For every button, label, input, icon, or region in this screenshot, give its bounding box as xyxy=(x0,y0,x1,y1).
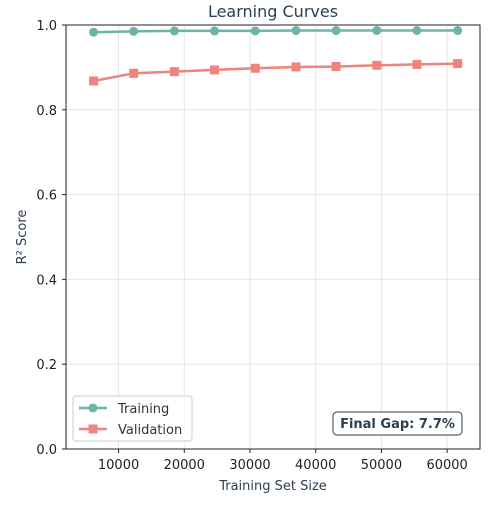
legend-validation-label: Validation xyxy=(118,423,182,438)
training-point xyxy=(169,26,179,36)
validation-point xyxy=(129,68,139,78)
validation-point xyxy=(291,62,301,72)
annotation-box xyxy=(332,411,463,436)
training-point xyxy=(210,26,220,36)
y-tick-label: 0.6 xyxy=(36,189,57,204)
x-axis-title: Training Set Size xyxy=(218,479,327,494)
plot-area-frame xyxy=(65,24,481,450)
x-tick-label: 10000 xyxy=(98,458,139,473)
validation-point xyxy=(89,76,99,86)
x-tick-label: 50000 xyxy=(361,458,402,473)
axis-ticks: 10000 20000 30000 40000 50000 60000 0.0 0.2 0.4 0… xyxy=(36,19,468,473)
annotation-text: Final Gap: 7.7% xyxy=(340,417,455,432)
validation-point xyxy=(169,67,179,77)
x-tick-label: 40000 xyxy=(295,458,336,473)
y-tick-label: 0.2 xyxy=(36,358,57,373)
y-axis-title: R² Score xyxy=(15,210,30,265)
legend-training-label: Training xyxy=(117,402,169,417)
final-gap-annotation: Final Gap: 7.7% xyxy=(332,411,463,436)
training-point xyxy=(453,26,463,36)
training-series-line xyxy=(93,29,458,34)
grid-lines xyxy=(66,24,480,450)
y-tick-label: 1.0 xyxy=(36,19,57,34)
validation-point xyxy=(250,63,260,73)
training-point xyxy=(250,26,260,36)
x-tick-label: 60000 xyxy=(426,458,467,473)
chart-title: Learning Curves xyxy=(208,2,338,21)
validation-point xyxy=(331,62,341,72)
training-point xyxy=(291,26,301,36)
training-point xyxy=(89,27,99,37)
y-tick-label: 0.0 xyxy=(36,443,57,458)
y-tick-label: 0.4 xyxy=(36,273,57,288)
x-tick-label: 30000 xyxy=(229,458,270,473)
validation-series-line xyxy=(93,62,458,83)
legend-validation-marker xyxy=(88,424,98,434)
y-tick-label: 0.8 xyxy=(36,104,57,119)
series-layer xyxy=(89,26,463,86)
training-point xyxy=(412,26,422,36)
validation-point xyxy=(453,59,463,69)
training-point xyxy=(331,26,341,36)
validation-point xyxy=(412,59,422,69)
training-point xyxy=(372,26,382,36)
x-tick-label: 20000 xyxy=(164,458,205,473)
training-point xyxy=(129,26,139,36)
validation-point xyxy=(210,65,220,75)
legend: Training Validation xyxy=(72,395,193,442)
legend-training-marker xyxy=(88,403,98,413)
validation-point xyxy=(372,60,382,70)
